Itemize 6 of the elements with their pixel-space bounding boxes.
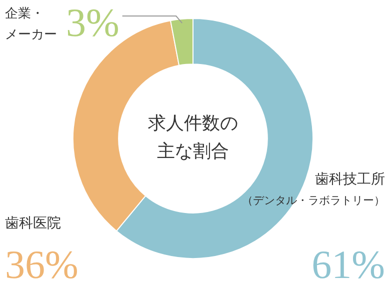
slice-label: 企業・メーカー — [5, 6, 57, 42]
slice-label: 歯科医院 — [5, 216, 61, 232]
data-label: 36% — [5, 242, 78, 283]
data-label: 3% — [66, 0, 120, 45]
data-label: 61% — [312, 242, 385, 283]
text: 求人件数の主な割合 — [148, 113, 238, 162]
